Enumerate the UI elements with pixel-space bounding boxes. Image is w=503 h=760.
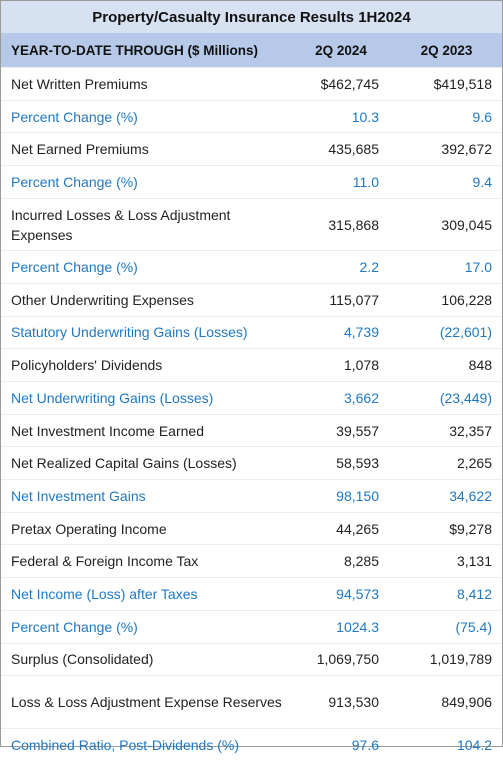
table-row: Incurred Losses & Loss Adjustment Expens… bbox=[1, 197, 503, 251]
value-cell: 32,357 bbox=[391, 413, 503, 447]
table-row: Combined Ratio, Post-Dividends (%) 97.6 10… bbox=[1, 727, 503, 760]
row-label: Net Underwriting Gains (Losses) bbox=[1, 381, 291, 415]
row-label: Policyholders' Dividends bbox=[1, 348, 291, 382]
value-cell: 97.6 bbox=[291, 727, 391, 760]
value-cell: (22,601) bbox=[391, 315, 503, 349]
table-title: Property/Casualty Insurance Results 1H20… bbox=[1, 1, 503, 33]
value-cell: 309,045 bbox=[391, 197, 503, 251]
value-cell: 34,622 bbox=[391, 479, 503, 513]
table-row: Policyholders' Dividends 1,078 848 bbox=[1, 348, 503, 382]
value-cell: 58,593 bbox=[291, 446, 391, 480]
table-row: Net Investment Gains 98,150 34,622 bbox=[1, 479, 503, 513]
header-cell: 2Q 2023 bbox=[391, 33, 503, 68]
value-cell: 44,265 bbox=[291, 511, 391, 545]
value-cell: 106,228 bbox=[391, 282, 503, 317]
table-row: Percent Change (%) 10.3 9.6 bbox=[1, 99, 503, 133]
value-cell: 2.2 bbox=[291, 250, 391, 284]
table-row: Loss & Loss Adjustment Expense Reserves 9… bbox=[1, 675, 503, 729]
table-row: Net Income (Loss) after Taxes 94,573 8,412 bbox=[1, 577, 503, 611]
row-label: Net Written Premiums bbox=[1, 67, 291, 101]
row-label: Percent Change (%) bbox=[1, 609, 291, 643]
value-cell: 913,530 bbox=[291, 675, 391, 729]
value-cell: 104.2 bbox=[391, 727, 503, 760]
row-label: Net Realized Capital Gains (Losses) bbox=[1, 446, 291, 480]
row-label: Federal & Foreign Income Tax bbox=[1, 544, 291, 578]
table-row: Net Realized Capital Gains (Losses) 58,59… bbox=[1, 446, 503, 480]
table-row: Net Earned Premiums 435,685 392,672 bbox=[1, 132, 503, 166]
row-label: Percent Change (%) bbox=[1, 99, 291, 133]
row-label: Percent Change (%) bbox=[1, 165, 291, 199]
value-cell: 1024.3 bbox=[291, 609, 391, 643]
title-row: Property/Casualty Insurance Results 1H20… bbox=[1, 1, 503, 33]
row-label: Net Earned Premiums bbox=[1, 132, 291, 166]
value-cell: 115,077 bbox=[291, 282, 391, 317]
table-row: Net Underwriting Gains (Losses) 3,662 (23,… bbox=[1, 381, 503, 415]
row-label: Pretax Operating Income bbox=[1, 511, 291, 545]
row-label: Net Investment Income Earned bbox=[1, 413, 291, 447]
value-cell: 11.0 bbox=[291, 165, 391, 199]
value-cell: 8,412 bbox=[391, 577, 503, 611]
table-row: Pretax Operating Income 44,265 $9,278 bbox=[1, 511, 503, 545]
value-cell: 1,069,750 bbox=[291, 642, 391, 676]
row-label: Net Income (Loss) after Taxes bbox=[1, 577, 291, 611]
table-row: Federal & Foreign Income Tax 8,285 3,131 bbox=[1, 544, 503, 578]
value-cell: 315,868 bbox=[291, 197, 391, 251]
value-cell: 1,019,789 bbox=[391, 642, 503, 676]
value-cell: $9,278 bbox=[391, 511, 503, 545]
value-cell: 4,739 bbox=[291, 315, 391, 349]
header-cell: 2Q 2024 bbox=[291, 33, 391, 68]
value-cell: 2,265 bbox=[391, 446, 503, 480]
value-cell: 849,906 bbox=[391, 675, 503, 729]
value-cell: 3,131 bbox=[391, 544, 503, 578]
value-cell: 392,672 bbox=[391, 132, 503, 166]
value-cell: 435,685 bbox=[291, 132, 391, 166]
value-cell: 848 bbox=[391, 348, 503, 382]
value-cell: $462,745 bbox=[291, 67, 391, 101]
row-label: Percent Change (%) bbox=[1, 250, 291, 284]
table-row: Percent Change (%) 1024.3 (75.4) bbox=[1, 609, 503, 643]
row-label: Incurred Losses & Loss Adjustment Expens… bbox=[1, 197, 291, 251]
value-cell: 39,557 bbox=[291, 413, 391, 447]
value-cell: 9.6 bbox=[391, 99, 503, 133]
value-cell: 1,078 bbox=[291, 348, 391, 382]
value-cell: 10.3 bbox=[291, 99, 391, 133]
row-label: Net Investment Gains bbox=[1, 479, 291, 513]
table-row: Surplus (Consolidated) 1,069,750 1,019,789 bbox=[1, 642, 503, 676]
table-row: Net Investment Income Earned 39,557 32,357 bbox=[1, 413, 503, 447]
table-row: Percent Change (%) 11.0 9.4 bbox=[1, 165, 503, 199]
row-label: Loss & Loss Adjustment Expense Reserves bbox=[1, 675, 291, 729]
row-label: Statutory Underwriting Gains (Losses) bbox=[1, 315, 291, 349]
value-cell: (23,449) bbox=[391, 381, 503, 415]
row-label: Other Underwriting Expenses bbox=[1, 282, 291, 317]
header-row: YEAR-TO-DATE THROUGH ($ Millions) 2Q 202… bbox=[1, 33, 503, 68]
value-cell: 94,573 bbox=[291, 577, 391, 611]
table-row: Other Underwriting Expenses 115,077 106,22… bbox=[1, 282, 503, 317]
value-cell: $419,518 bbox=[391, 67, 503, 101]
value-cell: 9.4 bbox=[391, 165, 503, 199]
value-cell: (75.4) bbox=[391, 609, 503, 643]
table-row: Net Written Premiums $462,745 $419,518 bbox=[1, 67, 503, 101]
table-row: Statutory Underwriting Gains (Losses) 4,7… bbox=[1, 315, 503, 349]
table-row: Percent Change (%) 2.2 17.0 bbox=[1, 250, 503, 284]
row-label: Surplus (Consolidated) bbox=[1, 642, 291, 676]
header-cell: YEAR-TO-DATE THROUGH ($ Millions) bbox=[1, 33, 291, 68]
value-cell: 8,285 bbox=[291, 544, 391, 578]
value-cell: 17.0 bbox=[391, 250, 503, 284]
row-label: Combined Ratio, Post-Dividends (%) bbox=[1, 727, 291, 760]
value-cell: 98,150 bbox=[291, 479, 391, 513]
value-cell: 3,662 bbox=[291, 381, 391, 415]
